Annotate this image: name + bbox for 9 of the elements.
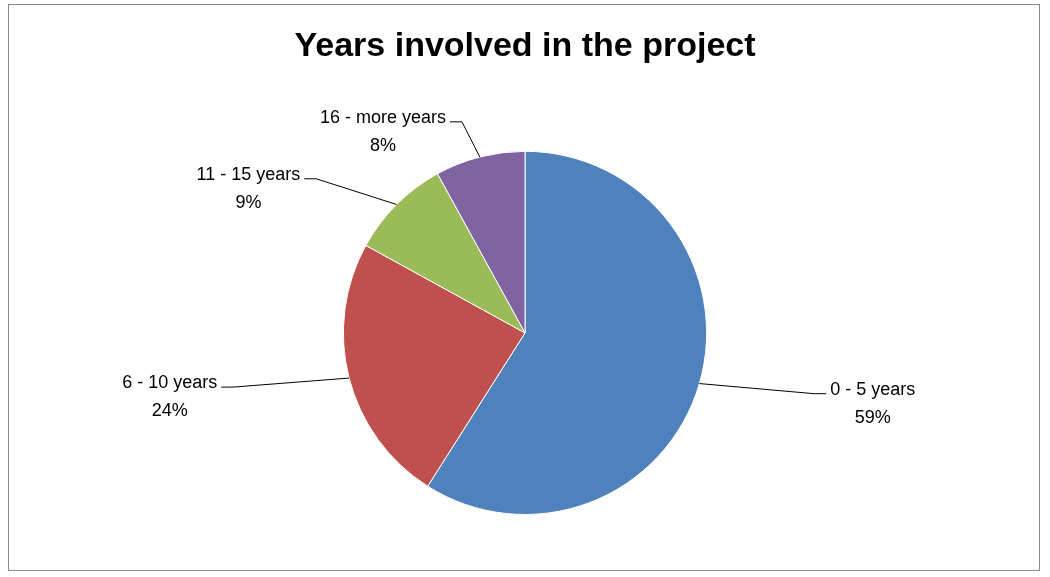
data-label: 59% xyxy=(854,406,891,427)
data-label: 8% xyxy=(369,134,396,155)
data-label: 24% xyxy=(151,400,188,421)
slice-label: 0 - 5 years xyxy=(830,378,916,399)
slice-label: 16 - more years xyxy=(319,106,446,127)
slice-label: 11 - 15 years xyxy=(196,163,301,184)
data-label: 9% xyxy=(235,191,262,212)
chart-title: Years involved in the project xyxy=(294,24,756,63)
slice-label: 6 - 10 years xyxy=(122,372,218,393)
